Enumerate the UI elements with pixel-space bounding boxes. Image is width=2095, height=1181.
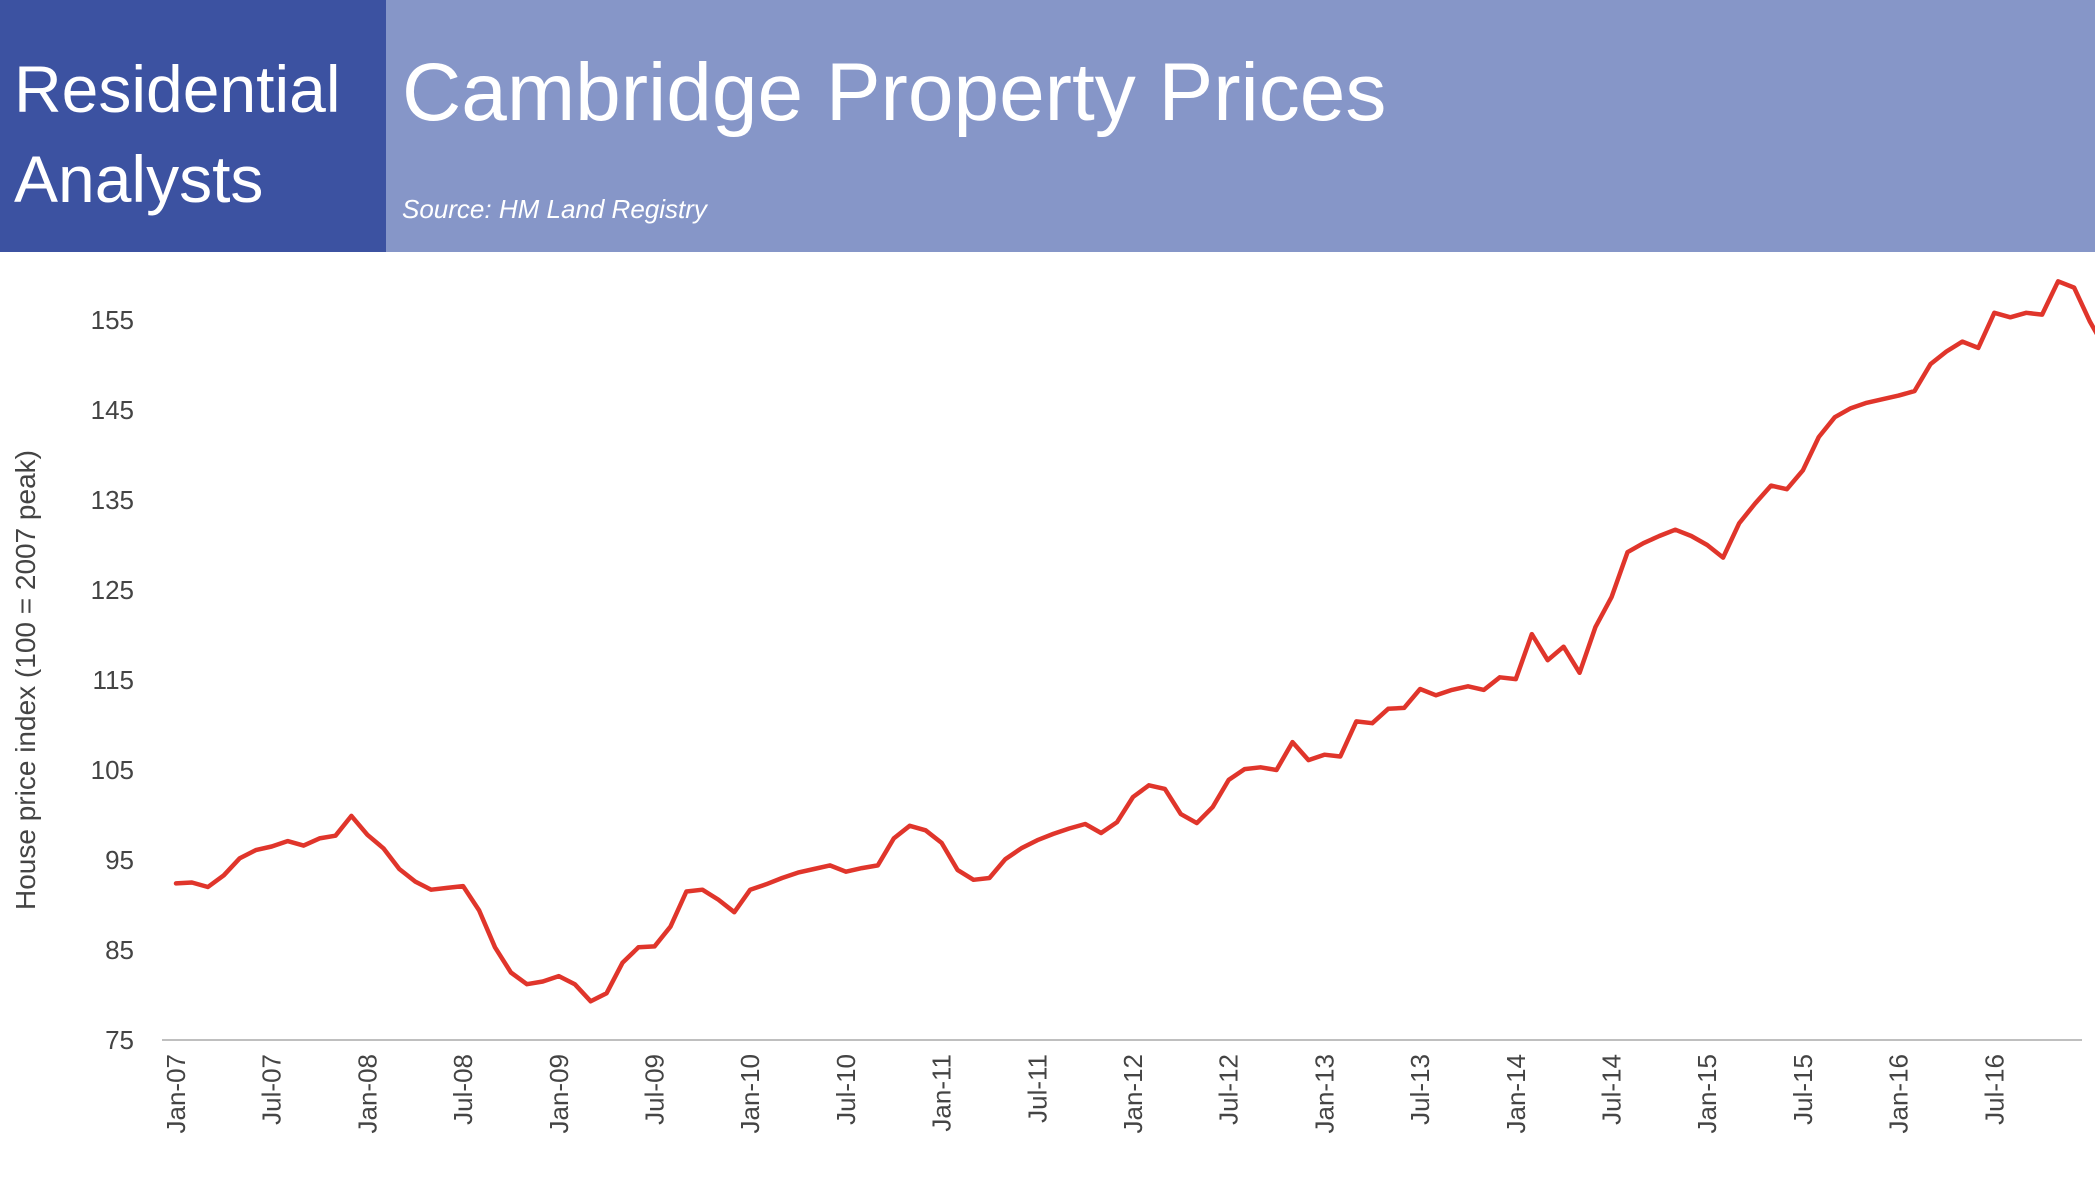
y-tick-label: 145 (91, 395, 134, 425)
x-tick-label: Jul-15 (1788, 1054, 1818, 1125)
x-tick-label: Jan-08 (352, 1054, 382, 1134)
brand-name-line-1: Residential (14, 52, 341, 126)
y-tick-label: 75 (105, 1025, 134, 1055)
x-tick-label: Jan-10 (735, 1054, 765, 1134)
x-tick-label: Jul-14 (1597, 1054, 1627, 1125)
brand-block: Residential Analysts (0, 0, 386, 252)
x-tick-label: Jul-08 (448, 1054, 478, 1125)
y-tick-label: 125 (91, 575, 134, 605)
x-tick-label: Jul-16 (1979, 1054, 2009, 1125)
brand-name-line-2: Analysts (14, 142, 264, 216)
x-tick-label: Jan-09 (544, 1054, 574, 1134)
x-tick-label: Jul-13 (1405, 1054, 1435, 1125)
x-tick-label: Jul-12 (1214, 1054, 1244, 1125)
y-axis-title: House price index (100 = 2007 peak) (10, 450, 41, 910)
y-tick-label: 95 (105, 845, 134, 875)
x-axis-ticks: Jan-07 Jul-07 Jan-08 Jul-08 Jan-09 Jul-09 Jan-… (161, 1054, 2009, 1134)
x-tick-label: Jul-10 (831, 1054, 861, 1125)
y-tick-label: 85 (105, 935, 134, 965)
x-tick-label: Jul-09 (640, 1054, 670, 1125)
y-tick-label: 135 (91, 485, 134, 515)
y-tick-label: 115 (93, 665, 134, 695)
x-tick-label: Jan-16 (1884, 1054, 1914, 1134)
y-axis-ticks: 75 85 95 105 115 125 135 145 155 (91, 305, 134, 1055)
x-tick-label: Jul-07 (257, 1054, 287, 1125)
x-tick-label: Jan-07 (161, 1054, 191, 1134)
x-tick-label: Jul-11 (1022, 1054, 1052, 1123)
y-tick-label: 155 (91, 305, 134, 335)
x-tick-label: Jan-14 (1501, 1054, 1531, 1134)
header: Residential Analysts Cambridge Property … (0, 0, 2095, 252)
source-note: Source: HM Land Registry (402, 194, 707, 224)
chart-title: Cambridge Property Prices (402, 47, 1387, 138)
series-line (173, 279, 2095, 1004)
x-tick-label: Jan-12 (1118, 1054, 1148, 1134)
x-tick-label: Jan-13 (1309, 1054, 1339, 1134)
y-tick-label: 105 (91, 755, 134, 785)
x-tick-label: Jan-11 (927, 1054, 957, 1132)
x-tick-label: Jan-15 (1692, 1054, 1722, 1134)
title-bar: Cambridge Property Prices Source: HM Lan… (386, 0, 2095, 252)
